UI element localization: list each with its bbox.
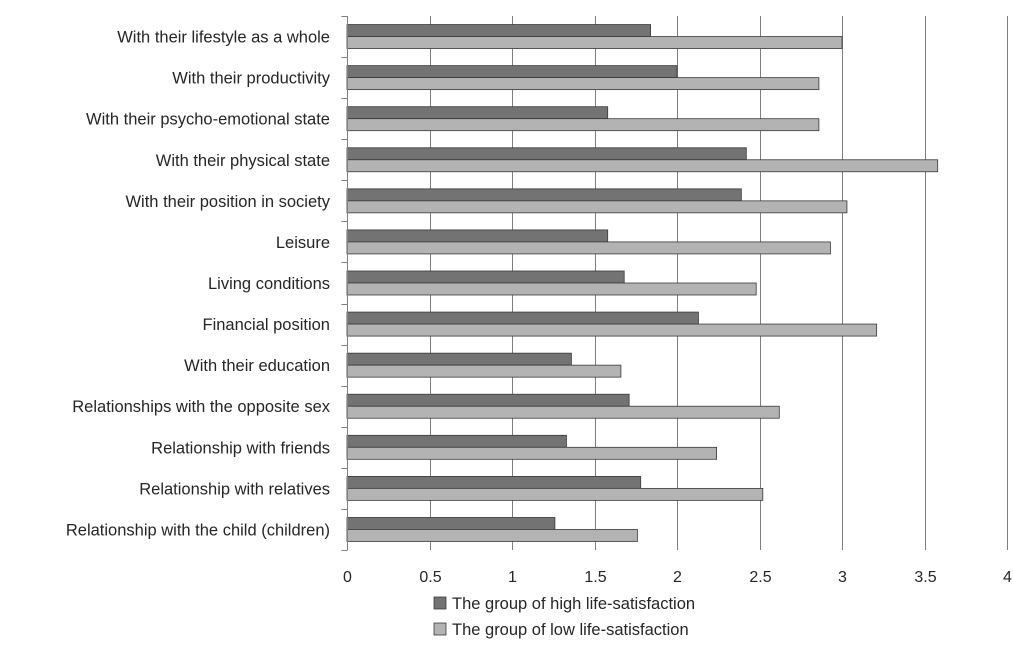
category-label: Relationship with friends — [151, 439, 330, 457]
legend-label-low: The group of low life-satisfaction — [452, 621, 689, 639]
category-label: Living conditions — [208, 275, 330, 293]
category-labels: With their lifestyle as a whole With thei… — [66, 29, 331, 540]
bar-low-9 — [346, 405, 780, 419]
legend-swatch-low — [433, 622, 447, 636]
bar-high-7 — [346, 311, 699, 325]
bar-high-3 — [346, 147, 747, 161]
category-label: Relationship with relatives — [139, 480, 330, 498]
bar-high-1 — [346, 65, 678, 79]
category-label: With their lifestyle as a whole — [117, 29, 330, 47]
bar-high-10 — [346, 434, 567, 448]
x-tick-label: 1.5 — [584, 569, 606, 586]
bar-high-8 — [346, 352, 572, 366]
category-label: Relationships with the opposite sex — [72, 398, 330, 416]
category-label: With their physical state — [156, 152, 330, 170]
x-tick-label: 0 — [343, 569, 352, 586]
bar-low-4 — [346, 200, 848, 214]
bar-low-12 — [346, 529, 638, 542]
bar-low-7 — [346, 323, 878, 337]
bars — [346, 24, 939, 542]
x-tick-label: 2 — [673, 569, 682, 586]
y-axis — [341, 16, 348, 551]
bar-high-12 — [346, 517, 556, 530]
bar-low-5 — [346, 241, 831, 255]
bar-high-2 — [346, 106, 609, 120]
bar-high-9 — [346, 393, 630, 407]
bar-low-10 — [346, 446, 718, 460]
bar-low-11 — [346, 487, 764, 501]
legend: The group of high life-satisfaction The g… — [433, 595, 695, 639]
x-tick-label: 3 — [838, 569, 847, 586]
x-tick-label: 2.5 — [749, 569, 771, 586]
bar-low-6 — [346, 282, 757, 296]
bar-low-2 — [346, 118, 820, 132]
category-label: Leisure — [276, 234, 330, 252]
bar-high-6 — [346, 270, 625, 284]
category-label: Relationship with the child (children) — [66, 521, 330, 539]
category-label: With their education — [184, 357, 330, 375]
legend-swatch-high — [433, 596, 447, 610]
x-tick-labels: 0 0.5 1 1.5 2 2.5 3 3.5 4 — [343, 569, 1012, 586]
x-tick-label: 0.5 — [419, 569, 441, 586]
x-tick-label: 4 — [1003, 569, 1012, 586]
bar-high-4 — [346, 188, 742, 202]
x-tick-label: 3.5 — [914, 569, 936, 586]
bar-high-5 — [346, 229, 609, 243]
category-label: With their position in society — [125, 193, 330, 211]
bar-low-1 — [346, 77, 820, 91]
x-tick-label: 1 — [508, 569, 517, 586]
bar-high-0 — [346, 24, 652, 37]
category-label: With their productivity — [172, 70, 330, 88]
bar-high-11 — [346, 475, 642, 489]
bar-low-0 — [346, 36, 843, 49]
bar-low-3 — [346, 159, 939, 173]
legend-label-high: The group of high life-satisfaction — [452, 595, 695, 613]
category-label: With their psycho-emotional state — [86, 111, 330, 129]
bar-low-8 — [346, 364, 622, 378]
category-label: Financial position — [203, 316, 331, 334]
